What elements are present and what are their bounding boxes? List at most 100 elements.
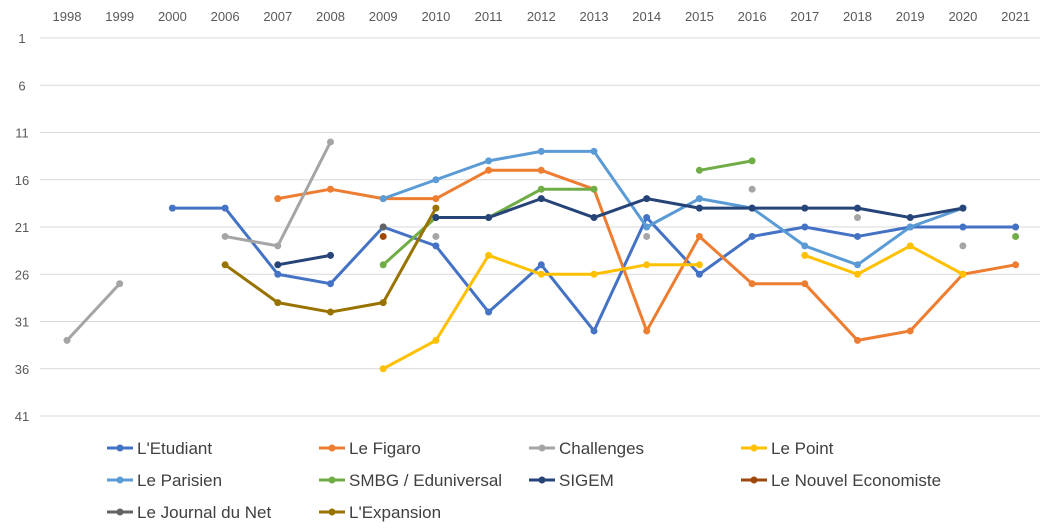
data-point bbox=[959, 223, 967, 231]
legend-marker bbox=[328, 444, 336, 452]
data-point bbox=[485, 166, 493, 174]
data-point bbox=[327, 251, 334, 259]
data-point bbox=[959, 270, 967, 278]
data-point bbox=[695, 261, 703, 269]
x-tick-label: 2018 bbox=[843, 9, 872, 24]
legend-item: Le Point bbox=[741, 439, 834, 458]
series-line bbox=[223, 206, 438, 314]
data-point bbox=[485, 251, 493, 259]
data-point bbox=[590, 327, 598, 335]
gridlines bbox=[40, 37, 1040, 417]
x-tick-label: 2008 bbox=[316, 9, 345, 24]
data-point bbox=[695, 270, 703, 278]
data-point bbox=[1012, 232, 1020, 240]
x-tick-label: 1999 bbox=[105, 9, 134, 24]
data-point bbox=[906, 223, 914, 231]
legend-item: SMBG / Eduniversal bbox=[319, 471, 502, 490]
data-point bbox=[748, 157, 756, 165]
data-point bbox=[748, 185, 756, 193]
y-tick-label: 26 bbox=[15, 267, 29, 282]
data-point bbox=[537, 270, 545, 278]
series-lines bbox=[65, 140, 1018, 371]
y-tick-label: 36 bbox=[15, 362, 29, 377]
legend-label: Le Journal du Net bbox=[137, 503, 271, 522]
data-point bbox=[485, 214, 493, 222]
y-tick-label: 16 bbox=[15, 173, 29, 188]
data-point bbox=[274, 270, 282, 278]
y-tick-label: 6 bbox=[18, 78, 25, 93]
legend-marker bbox=[116, 508, 124, 516]
data-point bbox=[221, 232, 229, 240]
y-tick-label: 21 bbox=[15, 220, 29, 235]
data-point bbox=[590, 270, 598, 278]
legend-marker bbox=[328, 476, 336, 484]
x-tick-label: 2017 bbox=[790, 9, 819, 24]
data-point bbox=[379, 261, 387, 269]
data-point bbox=[590, 147, 598, 155]
legend-label: Le Figaro bbox=[349, 439, 421, 458]
data-point bbox=[801, 242, 809, 250]
legend-marker bbox=[750, 444, 758, 452]
x-tick-label: 2019 bbox=[896, 9, 925, 24]
x-tick-label: 2006 bbox=[211, 9, 240, 24]
data-point bbox=[854, 232, 861, 240]
x-tick-label: 2009 bbox=[369, 9, 398, 24]
data-point bbox=[695, 232, 703, 240]
data-point bbox=[801, 223, 809, 231]
data-point bbox=[432, 204, 440, 212]
data-point bbox=[643, 261, 651, 269]
data-point bbox=[748, 232, 756, 240]
data-point bbox=[221, 261, 229, 269]
legend-marker bbox=[750, 476, 758, 484]
data-point bbox=[116, 280, 124, 288]
data-point bbox=[327, 280, 334, 288]
legend-marker bbox=[328, 508, 336, 516]
legend-label: SIGEM bbox=[559, 471, 614, 490]
data-point bbox=[801, 251, 809, 259]
legend-marker bbox=[116, 444, 124, 452]
data-point bbox=[854, 261, 861, 269]
x-tick-label: 2014 bbox=[632, 9, 661, 24]
x-tick-label: 2012 bbox=[527, 9, 556, 24]
data-point bbox=[854, 214, 861, 222]
series-line bbox=[697, 159, 754, 172]
series-points bbox=[63, 138, 1020, 373]
data-point bbox=[327, 138, 334, 146]
data-point bbox=[379, 299, 387, 307]
data-point bbox=[906, 327, 914, 335]
x-tick-label: 2000 bbox=[158, 9, 187, 24]
data-point bbox=[221, 204, 229, 212]
data-point bbox=[432, 214, 440, 222]
data-point bbox=[537, 185, 545, 193]
series-line bbox=[276, 253, 332, 267]
data-point bbox=[854, 336, 861, 344]
data-point bbox=[274, 261, 282, 269]
data-point bbox=[959, 242, 967, 250]
legend: L'Etudiant Le Figaro Challenges Le Point Le … bbox=[107, 439, 941, 522]
legend-label: Le Nouvel Economiste bbox=[771, 471, 941, 490]
data-point bbox=[485, 157, 493, 165]
data-point bbox=[906, 214, 914, 222]
data-point bbox=[379, 232, 387, 240]
data-point bbox=[327, 185, 334, 193]
data-point bbox=[643, 214, 651, 222]
x-tick-label: 2007 bbox=[263, 9, 292, 24]
legend-label: Le Parisien bbox=[137, 471, 222, 490]
x-tick-label: 2016 bbox=[738, 9, 767, 24]
y-tick-label: 41 bbox=[15, 409, 29, 424]
data-point bbox=[432, 232, 440, 240]
data-point bbox=[959, 204, 967, 212]
legend-marker bbox=[538, 444, 546, 452]
legend-item: Le Nouvel Economiste bbox=[741, 471, 941, 490]
legend-marker bbox=[116, 476, 124, 484]
data-point bbox=[537, 166, 545, 174]
data-point bbox=[432, 195, 440, 203]
data-point bbox=[590, 214, 598, 222]
data-point bbox=[379, 365, 387, 373]
y-tick-label: 31 bbox=[15, 315, 29, 330]
data-point bbox=[695, 195, 703, 203]
data-point bbox=[168, 204, 176, 212]
legend-item: Le Journal du Net bbox=[107, 503, 271, 522]
